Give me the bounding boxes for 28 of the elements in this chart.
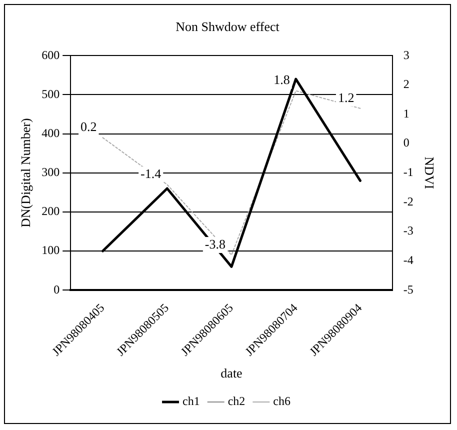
y-tick-label: 400 (42, 126, 60, 140)
data-label: -3.8 (204, 236, 226, 252)
y2-tick-label: -3 (403, 224, 414, 238)
y-tick-label: 500 (42, 86, 60, 101)
y2-tick-label: 1 (403, 106, 410, 120)
y2-axis-title: NDVI (422, 156, 437, 190)
data-label: 1.8 (274, 72, 290, 88)
y-tick-label: 200 (42, 204, 60, 218)
y-tick-label: 100 (42, 243, 60, 258)
y2-tick-label: -1 (403, 165, 414, 180)
data-label: -1.4 (140, 166, 162, 182)
y2-tick-label: 3 (403, 48, 410, 62)
y-axis-title: DN(Digital Number) (18, 118, 34, 228)
y-tick-label: 600 (42, 48, 60, 62)
y2-tick-label: 0 (403, 136, 410, 150)
y2-tick-label: -5 (403, 282, 414, 296)
legend-label: ch6 (273, 394, 290, 408)
y-tick-label: 0 (54, 282, 60, 296)
y2-tick-label: -4 (403, 252, 414, 267)
y2-tick-label: -2 (403, 194, 414, 208)
data-label: 0.2 (80, 119, 97, 134)
x-axis-title: date (220, 366, 243, 381)
data-label: 1.2 (338, 90, 354, 105)
legend-label: ch2 (228, 394, 246, 408)
legend-label: ch1 (182, 394, 200, 408)
y-tick-label: 300 (42, 165, 60, 180)
y2-tick-label: 2 (403, 77, 410, 92)
chart-title: Non Shwdow effect (176, 19, 280, 34)
